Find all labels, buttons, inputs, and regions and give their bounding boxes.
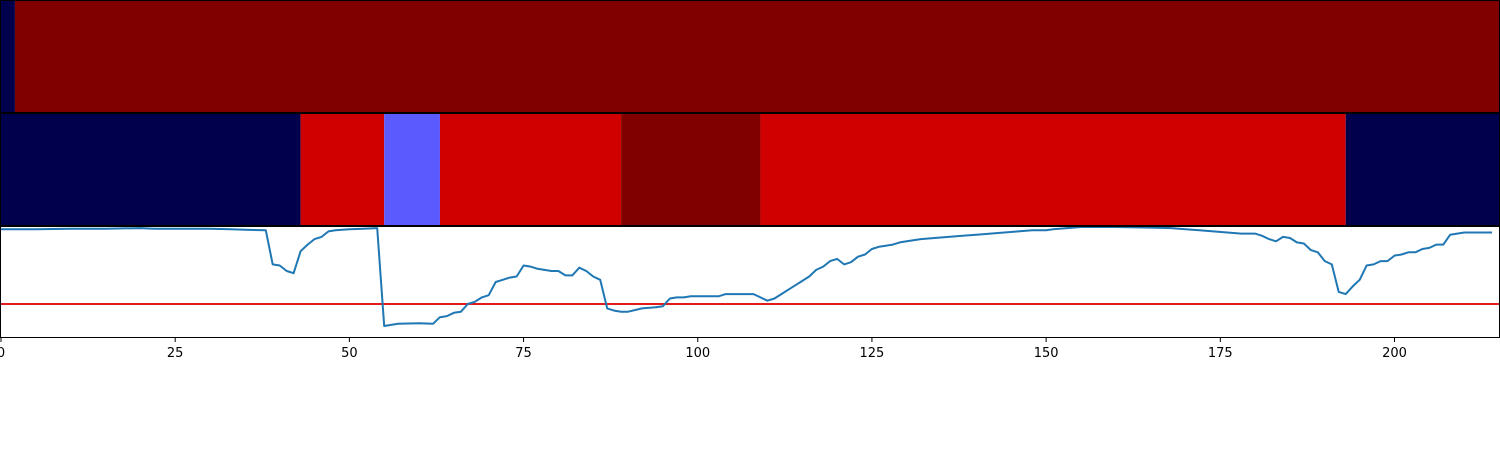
heatmap-middle-segment-5 — [760, 114, 1346, 225]
x-tick-label-0: 0 — [0, 346, 5, 361]
x-tick-label-1: 25 — [167, 346, 184, 361]
heatmap-top-segment-0 — [1, 1, 15, 112]
heatmap-top-segment-1 — [14, 1, 1499, 112]
heatmap-strip-middle — [1, 114, 1499, 225]
heatmap-middle-segment-6 — [1345, 114, 1499, 225]
heatmap-middle-segment-2 — [384, 114, 440, 225]
x-tick-label-7: 175 — [1208, 346, 1233, 361]
x-tick-label-5: 125 — [860, 346, 885, 361]
x-tick-label-2: 50 — [341, 346, 358, 361]
x-tick-label-4: 100 — [685, 346, 710, 361]
x-tick-label-3: 75 — [515, 346, 532, 361]
line-plot — [1, 226, 1499, 327]
heatmap-middle-segment-1 — [300, 114, 385, 225]
series-line — [1, 226, 1492, 327]
x-tick-label-8: 200 — [1382, 346, 1407, 361]
line-plot-frame — [0, 226, 1500, 338]
heatmap-middle-segment-0 — [1, 114, 301, 225]
heatmap-middle-segment-3 — [439, 114, 622, 225]
x-tick-label-6: 150 — [1034, 346, 1059, 361]
heatmap-strip-top — [1, 1, 1499, 112]
heatmap-middle-segment-4 — [621, 114, 761, 225]
x-axis: 0 25 50 75 100 125 150 175 200 — [0, 338, 1407, 361]
